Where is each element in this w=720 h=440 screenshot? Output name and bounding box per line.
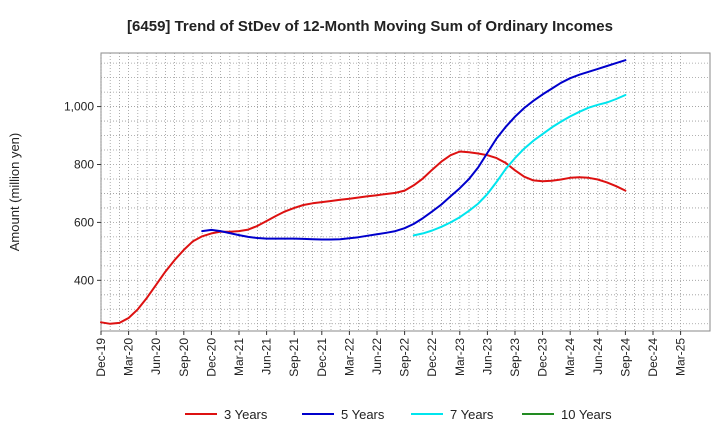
y-tick-label: 600 [74,215,94,229]
legend-label: 3 Years [224,407,268,422]
series-line-5-years [201,59,627,241]
x-tick-label: Mar-23 [453,338,467,376]
x-tick-label: Mar-25 [674,338,688,376]
series-lines [100,59,627,325]
x-tick-label: Sep-22 [398,338,412,377]
x-tick-label: Jun-23 [480,338,494,375]
grid-lines [100,53,710,331]
x-tick-label: Mar-24 [563,338,577,376]
x-tick-label: Mar-22 [342,338,356,376]
x-tick-label: Dec-21 [315,338,329,377]
y-tick-label: 800 [74,157,94,171]
x-tick-label: Dec-23 [536,338,550,377]
legend-label: 5 Years [341,407,385,422]
y-tick-label: 1,000 [64,100,94,114]
series-line-7-years [412,94,627,237]
x-tick-label: Sep-24 [618,338,632,377]
plot-area [100,52,711,332]
legend: 3 Years 5 Years 7 Years 10 Years [185,407,612,422]
x-tick-label: Dec-20 [204,338,218,377]
x-tick-label: Mar-21 [232,338,246,376]
x-tick-label: Dec-19 [94,338,108,377]
x-tick-label: Sep-20 [177,338,191,377]
x-tick-label: Sep-21 [287,338,301,377]
x-tick-label: Mar-20 [122,338,136,376]
x-tick-label: Jun-20 [149,338,163,375]
x-tick-label: Jun-21 [260,338,274,375]
legend-label: 10 Years [561,407,612,422]
x-tick-label: Dec-24 [646,338,660,377]
chart-title: [6459] Trend of StDev of 12-Month Moving… [127,18,613,35]
x-tick-label: Sep-23 [508,338,522,377]
x-axis-ticks: Dec-19 Mar-20 Jun-20 Sep-20 Dec-20 Mar-21 Jun-… [94,331,688,377]
x-tick-label: Jun-24 [591,338,605,375]
legend-label: 7 Years [450,407,494,422]
series-line-3-years [100,150,627,325]
y-axis-label: Amount (million yen) [7,133,22,252]
y-axis-ticks: 400 600 800 1,000 [64,100,101,287]
y-tick-label: 400 [74,273,94,287]
x-tick-label: Dec-22 [425,338,439,377]
x-tick-label: Jun-22 [370,338,384,375]
